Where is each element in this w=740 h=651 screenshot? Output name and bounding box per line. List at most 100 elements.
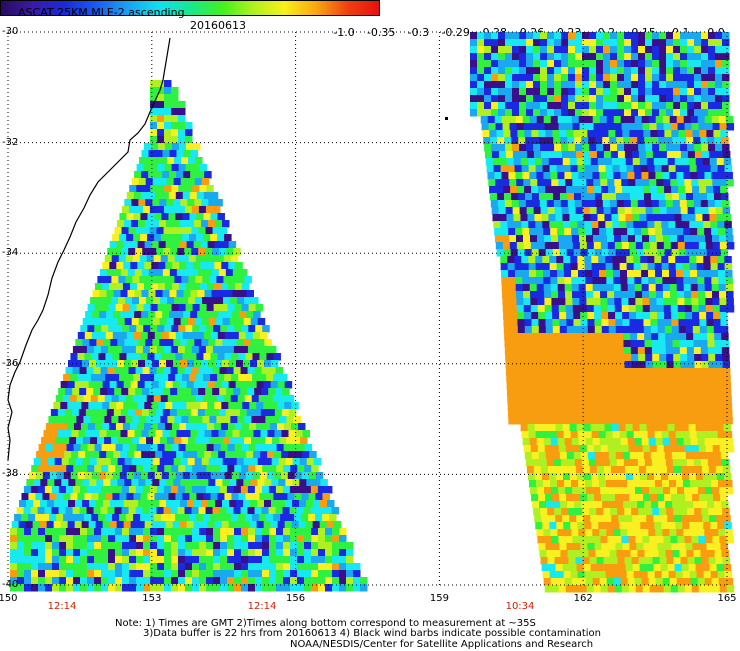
swath-cell bbox=[548, 424, 557, 432]
swath-cell bbox=[245, 472, 254, 480]
swath-cell bbox=[695, 473, 704, 481]
swath-cell bbox=[647, 256, 655, 264]
swath-cell bbox=[554, 81, 562, 89]
swath-cell bbox=[553, 200, 562, 208]
swath-cell bbox=[35, 514, 43, 522]
swath-cell bbox=[149, 486, 158, 494]
swath-cell bbox=[630, 459, 639, 467]
swath-cell bbox=[559, 452, 568, 460]
swath-cell bbox=[526, 144, 534, 152]
swath-cell bbox=[332, 549, 340, 557]
swath-cell bbox=[572, 291, 580, 299]
swath-cell bbox=[184, 486, 193, 494]
swath-cell bbox=[477, 81, 485, 89]
swath-cell bbox=[697, 417, 705, 425]
swath-cell bbox=[674, 214, 682, 222]
swath-cell bbox=[633, 431, 642, 439]
swath-cell bbox=[143, 283, 152, 291]
swath-cell bbox=[50, 409, 59, 417]
swath-cell bbox=[613, 438, 622, 446]
swath-cell bbox=[708, 144, 716, 152]
swath-cell bbox=[196, 234, 204, 242]
swath-cell bbox=[656, 242, 665, 250]
swath-cell bbox=[155, 430, 163, 438]
swath-cell bbox=[722, 74, 730, 82]
swath-cell bbox=[143, 143, 152, 151]
swath-cell bbox=[218, 311, 226, 319]
swath-cell bbox=[262, 542, 270, 550]
swath-cell bbox=[276, 528, 284, 536]
swath-cell bbox=[235, 262, 243, 270]
swath-cell bbox=[638, 60, 646, 68]
swath-cell bbox=[665, 340, 673, 348]
swath-cell bbox=[164, 164, 173, 172]
swath-cell bbox=[114, 346, 123, 354]
swath-cell bbox=[521, 263, 530, 271]
swath-cell bbox=[203, 192, 212, 200]
swath-cell bbox=[106, 311, 114, 319]
swath-cell bbox=[722, 39, 730, 47]
swath-cell bbox=[488, 123, 497, 131]
swath-cell bbox=[154, 374, 162, 382]
swath-cell bbox=[635, 585, 644, 593]
swath-cell bbox=[610, 557, 619, 565]
swath-cell bbox=[575, 354, 583, 362]
swath-cell bbox=[70, 493, 78, 501]
swath-cell bbox=[714, 501, 722, 509]
swath-cell bbox=[477, 102, 485, 110]
swath-cell bbox=[718, 277, 726, 285]
swath-cell bbox=[557, 438, 566, 446]
swath-cell bbox=[56, 472, 65, 480]
swath-cell bbox=[289, 507, 298, 515]
swath-cell bbox=[697, 578, 706, 586]
swath-cell bbox=[254, 486, 263, 494]
swath-cell bbox=[199, 465, 207, 473]
swath-cell bbox=[235, 381, 244, 389]
swath-cell bbox=[586, 235, 594, 243]
swath-cell bbox=[717, 403, 726, 411]
swath-cell bbox=[188, 395, 197, 403]
swath-cell bbox=[558, 298, 566, 306]
swath-cell bbox=[582, 46, 590, 54]
swath-cell bbox=[156, 507, 165, 515]
swath-cell bbox=[481, 123, 490, 131]
swath-cell bbox=[619, 221, 627, 229]
swath-cell bbox=[638, 557, 647, 565]
swath-cell bbox=[667, 424, 676, 432]
swath-cell bbox=[164, 577, 172, 585]
swath-cell bbox=[722, 508, 730, 516]
swath-cell bbox=[208, 318, 217, 326]
swath-cell bbox=[71, 430, 79, 438]
swath-cell bbox=[678, 186, 686, 194]
swath-cell bbox=[147, 234, 155, 242]
swath-cell bbox=[150, 94, 158, 102]
swath-cell bbox=[652, 32, 660, 40]
swath-cell bbox=[698, 298, 706, 306]
swath-cell bbox=[555, 389, 564, 397]
swath-cell bbox=[505, 354, 513, 362]
swath-cell bbox=[317, 507, 326, 515]
swath-cell bbox=[201, 199, 209, 207]
swath-cell bbox=[687, 144, 695, 152]
swath-cell bbox=[491, 39, 499, 47]
swath-cell bbox=[81, 402, 89, 410]
swath-cell bbox=[681, 515, 689, 523]
swath-cell bbox=[578, 172, 586, 180]
swath-cell bbox=[262, 584, 270, 592]
swath-cell bbox=[194, 199, 202, 207]
swath-cell bbox=[142, 486, 151, 494]
swath-cell bbox=[101, 556, 109, 564]
swath-cell bbox=[718, 529, 726, 537]
swath-cell bbox=[524, 452, 533, 460]
swath-cell bbox=[599, 438, 608, 446]
swath-cell bbox=[724, 571, 733, 579]
swath-cell bbox=[24, 584, 32, 592]
swath-cell bbox=[508, 417, 516, 425]
swath-cell bbox=[304, 528, 312, 536]
swath-cell bbox=[632, 389, 641, 397]
swath-cell bbox=[510, 326, 519, 334]
swath-cell bbox=[297, 584, 305, 592]
swath-cell bbox=[127, 430, 135, 438]
swath-cell bbox=[146, 395, 155, 403]
swath-cell bbox=[150, 283, 159, 291]
